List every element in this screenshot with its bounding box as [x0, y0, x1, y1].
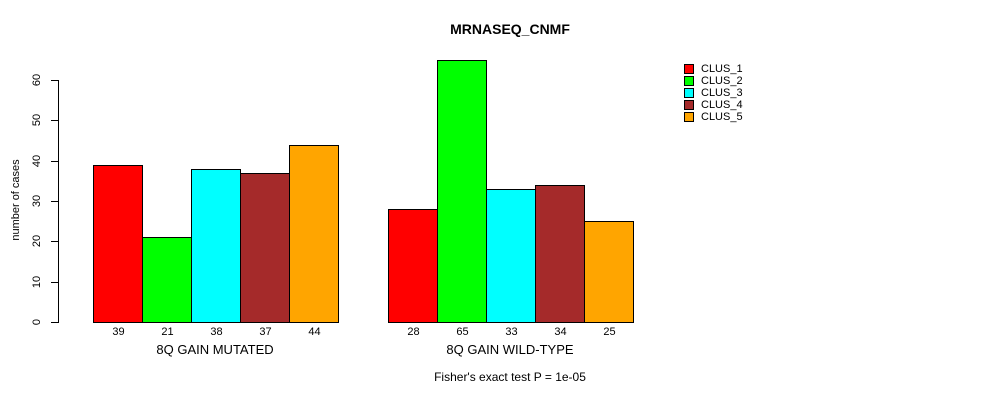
y-axis-line	[58, 80, 59, 323]
y-tick	[51, 120, 58, 121]
legend-item-clus_2: CLUS_2	[684, 75, 743, 87]
legend-swatch	[684, 76, 694, 86]
y-tick-label: 30	[31, 194, 43, 208]
bar-value-label: 33	[505, 326, 518, 338]
y-tick	[51, 241, 58, 242]
y-tick-label: 60	[31, 73, 43, 87]
bar-clus_5	[289, 145, 339, 323]
bar-value-label: 21	[161, 326, 174, 338]
bar-clus_4	[240, 173, 290, 323]
legend-label: CLUS_1	[701, 63, 743, 75]
bar-value-label: 37	[259, 326, 272, 338]
legend-item-clus_4: CLUS_4	[684, 99, 743, 111]
bar-value-label: 39	[112, 326, 125, 338]
bar-value-label: 28	[407, 326, 420, 338]
bar-value-label: 34	[554, 326, 567, 338]
y-tick-label: 0	[31, 318, 43, 326]
y-tick	[51, 80, 58, 81]
y-tick	[51, 322, 58, 323]
legend-label: CLUS_4	[701, 99, 743, 111]
y-tick-label: 40	[31, 154, 43, 168]
bar-clus_2	[437, 60, 487, 323]
bar-clus_3	[486, 189, 536, 323]
legend-label: CLUS_5	[701, 111, 743, 123]
bar-clus_3	[191, 169, 241, 323]
y-tick-label: 50	[31, 113, 43, 127]
group-label-wild-type: 8Q GAIN WILD-TYPE	[446, 342, 574, 357]
bar-value-label: 44	[308, 326, 321, 338]
caption-fisher-test: Fisher's exact test P = 1e-05	[434, 370, 586, 384]
legend-swatch	[684, 64, 694, 74]
group-label-mutated: 8Q GAIN MUTATED	[156, 342, 274, 357]
y-tick	[51, 282, 58, 283]
bar-value-label: 65	[456, 326, 469, 338]
legend: CLUS_1 CLUS_2 CLUS_3 CLUS_4 CLUS_5	[684, 63, 743, 123]
bar-clus_2	[142, 237, 192, 323]
legend-item-clus_3: CLUS_3	[684, 87, 743, 99]
legend-item-clus_5: CLUS_5	[684, 111, 743, 123]
bar-clus_1	[93, 165, 143, 323]
y-tick	[51, 201, 58, 202]
y-tick-label: 10	[31, 275, 43, 289]
legend-swatch	[684, 112, 694, 122]
bar-clus_5	[584, 221, 634, 323]
y-axis-label: number of cases	[10, 159, 22, 241]
legend-swatch	[684, 100, 694, 110]
y-tick	[51, 161, 58, 162]
bar-value-label: 38	[210, 326, 223, 338]
bar-clus_4	[535, 185, 585, 323]
bar-clus_1	[388, 209, 438, 323]
bar-value-label: 25	[603, 326, 616, 338]
legend-swatch	[684, 88, 694, 98]
y-tick-label: 20	[31, 234, 43, 248]
legend-label: CLUS_2	[701, 75, 743, 87]
legend-item-clus_1: CLUS_1	[684, 63, 743, 75]
legend-label: CLUS_3	[701, 87, 743, 99]
chart-title: MRNASEQ_CNMF	[450, 21, 570, 37]
